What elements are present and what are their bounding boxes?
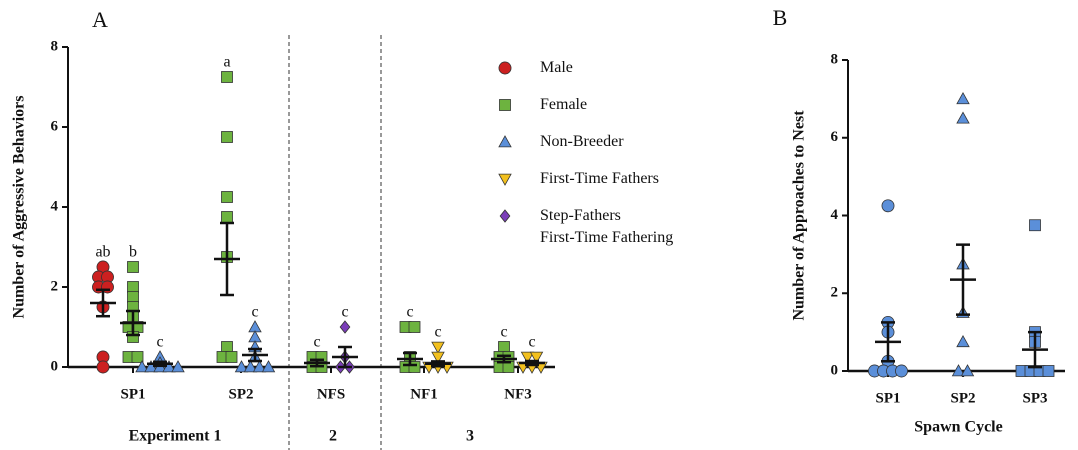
point: [956, 334, 970, 348]
point: [243, 360, 258, 373]
point: [225, 351, 238, 363]
significance-letter: c: [500, 324, 507, 341]
point: [498, 61, 512, 75]
point: [895, 364, 908, 378]
x-tick-label: NFS: [317, 386, 345, 402]
y-tick-label: 2: [831, 285, 839, 301]
point: [339, 320, 351, 334]
point: [234, 360, 249, 373]
x-tick-label: NF3: [504, 386, 532, 402]
point: [127, 261, 139, 273]
point: [261, 360, 276, 373]
x-tick-label: SP1: [120, 386, 145, 402]
y-tick-label: 4: [831, 207, 839, 223]
point: [431, 341, 445, 354]
panel-label: B: [773, 5, 788, 30]
group-label: Experiment 1: [129, 428, 222, 445]
legend-label: Non-Breeder: [540, 133, 624, 150]
significance-letter: c: [251, 304, 258, 321]
y-tick-label: 0: [51, 358, 59, 374]
significance-letter: b: [129, 244, 137, 261]
x-tick-label: NF1: [410, 386, 438, 402]
significance-letter: c: [156, 334, 163, 351]
point: [951, 364, 966, 377]
y-tick-label: 6: [831, 129, 839, 145]
group-label: 2: [329, 428, 337, 445]
point: [408, 361, 421, 373]
x-tick-label: SP2: [228, 386, 253, 402]
point: [252, 360, 267, 373]
point: [881, 199, 895, 213]
significance-letter: c: [406, 304, 413, 321]
point: [499, 99, 511, 111]
point: [956, 92, 970, 105]
legend-label: Female: [540, 96, 588, 113]
x-tick-label: SP2: [950, 390, 975, 406]
panel-label: A: [92, 7, 108, 32]
y-tick-label: 6: [51, 118, 59, 134]
point: [529, 351, 544, 364]
legend-label: First-Time Fathers: [540, 170, 659, 187]
y-tick-label: 2: [51, 278, 59, 294]
y-tick-label: 4: [51, 198, 59, 214]
point: [956, 111, 970, 124]
point: [171, 360, 185, 373]
significance-letter: ab: [95, 244, 110, 261]
point: [221, 341, 233, 353]
point: [1029, 219, 1041, 232]
y-tick-label: 8: [831, 51, 839, 67]
point: [221, 71, 233, 83]
legend-label: Step-Fathers First-Time Fathering: [540, 207, 674, 246]
y-axis-title: Number of Approaches to Nest: [791, 110, 808, 321]
y-axis-title: Number of Aggressive Behaviors: [11, 96, 28, 319]
legend-label: Male: [540, 59, 573, 76]
point: [431, 351, 445, 364]
x-tick-label: SP3: [1022, 390, 1047, 406]
point: [221, 191, 233, 203]
point: [127, 281, 139, 293]
y-tick-label: 0: [831, 362, 839, 378]
x-tick-label: SP1: [875, 390, 900, 406]
point: [96, 360, 110, 374]
significance-letter: c: [313, 334, 320, 351]
point: [520, 351, 535, 364]
significance-letter: a: [223, 54, 230, 71]
point: [131, 351, 144, 363]
point: [221, 211, 233, 223]
group-label: 3: [466, 428, 474, 445]
point: [135, 360, 149, 373]
point: [498, 173, 512, 186]
point: [499, 209, 511, 223]
point: [960, 364, 975, 377]
point: [221, 131, 233, 143]
significance-letter: c: [528, 334, 535, 351]
point: [408, 321, 421, 333]
point: [498, 341, 510, 353]
y-tick-label: 8: [51, 38, 59, 54]
x-axis-title: Spawn Cycle: [914, 419, 1002, 436]
point: [498, 135, 512, 148]
point: [127, 291, 139, 303]
point: [1042, 365, 1055, 377]
significance-letter: c: [341, 304, 348, 321]
significance-letter: c: [434, 324, 441, 341]
